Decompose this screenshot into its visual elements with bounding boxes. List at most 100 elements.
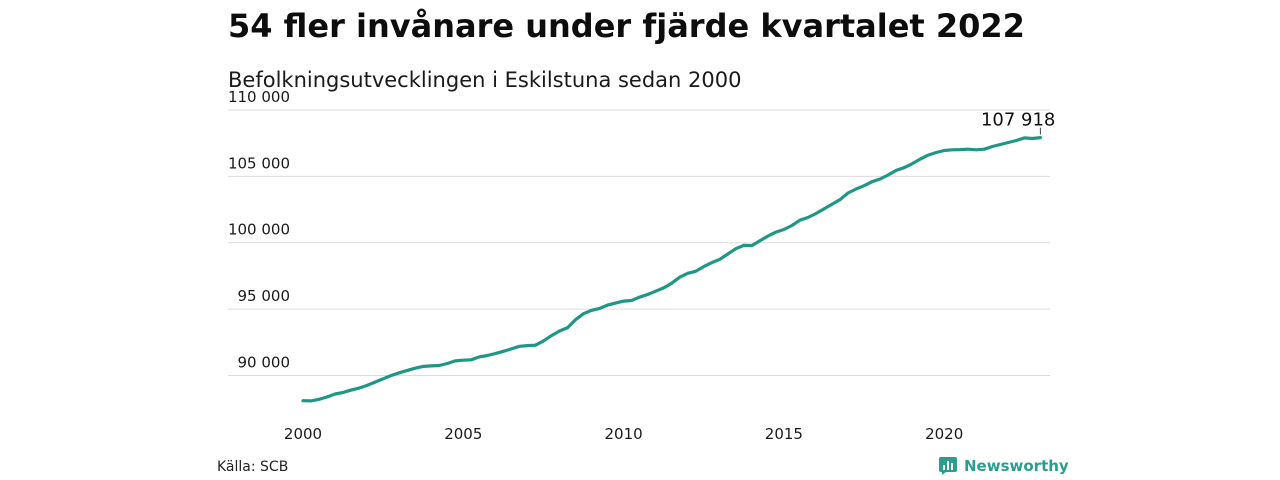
x-tick-label: 2000 xyxy=(284,425,322,443)
series-group xyxy=(301,136,1043,403)
y-tick-label: 90 000 xyxy=(238,353,291,371)
data-point xyxy=(670,282,673,285)
data-point xyxy=(766,234,770,238)
data-point xyxy=(694,270,697,273)
data-point xyxy=(486,354,489,357)
data-point xyxy=(910,162,914,165)
data-point xyxy=(414,367,417,370)
data-point xyxy=(959,148,962,151)
data-point xyxy=(790,224,794,227)
data-point xyxy=(382,377,385,380)
data-point xyxy=(422,365,425,368)
x-tick-label: 2020 xyxy=(925,425,963,443)
chart-subtitle: Befolkningsutvecklingen i Eskilstuna sed… xyxy=(228,68,742,92)
data-point xyxy=(566,326,569,329)
data-point xyxy=(373,380,377,384)
data-point xyxy=(774,230,778,234)
newsworthy-logo-icon xyxy=(939,457,957,475)
data-point xyxy=(622,299,625,303)
data-point xyxy=(951,148,954,151)
x-tick-label: 2005 xyxy=(444,425,482,443)
y-tick-label: 95 000 xyxy=(238,287,291,305)
data-point xyxy=(878,177,882,181)
data-point xyxy=(758,239,762,242)
data-point xyxy=(438,364,441,367)
data-point xyxy=(430,364,433,368)
data-point xyxy=(750,244,753,247)
data-point xyxy=(542,339,545,343)
data-point xyxy=(341,391,345,394)
end-value-label: 107 918 xyxy=(981,110,1055,131)
data-point xyxy=(534,344,537,347)
data-point xyxy=(398,371,401,374)
data-point xyxy=(782,228,786,231)
data-point xyxy=(470,358,473,361)
data-point xyxy=(742,244,745,247)
data-point xyxy=(1039,136,1042,139)
data-point xyxy=(822,207,826,211)
data-point xyxy=(1015,139,1018,142)
data-point xyxy=(1023,136,1026,140)
source-note: Källa: SCB xyxy=(217,459,289,475)
data-point xyxy=(886,173,890,177)
x-axis-ticks: 2000 2005 2010 2015 2020 xyxy=(284,425,963,443)
data-point xyxy=(894,169,898,172)
y-tick-label: 100 000 xyxy=(228,221,290,239)
y-tick-label: 110 000 xyxy=(228,88,290,106)
y-axis-ticks: 90 000 95 000 100 000 105 000 110 000 xyxy=(228,88,290,371)
data-point xyxy=(806,216,810,219)
data-point xyxy=(967,148,970,151)
data-point xyxy=(927,153,930,157)
series-line xyxy=(301,136,1043,403)
brand-name: Newsworthy xyxy=(964,457,1069,475)
data-point xyxy=(798,219,802,222)
data-point xyxy=(582,312,585,315)
newsworthy-logo: Newsworthy xyxy=(938,456,1069,476)
data-point xyxy=(446,362,449,365)
data-point xyxy=(726,252,729,256)
data-point xyxy=(606,303,609,307)
data-point xyxy=(662,286,665,290)
data-point xyxy=(870,180,874,183)
data-point xyxy=(494,352,497,355)
data-point xyxy=(406,369,409,372)
data-point xyxy=(646,293,649,296)
data-point xyxy=(301,399,305,402)
y-tick-label: 105 000 xyxy=(228,154,290,172)
data-point xyxy=(814,212,818,215)
data-point xyxy=(991,145,994,148)
data-point xyxy=(975,148,978,151)
data-point xyxy=(846,191,850,195)
data-point xyxy=(478,355,481,359)
data-point xyxy=(550,334,553,337)
data-point xyxy=(702,265,705,268)
data-point xyxy=(943,149,946,152)
gridlines xyxy=(228,109,1050,376)
data-point xyxy=(349,388,353,392)
data-point xyxy=(390,374,393,377)
data-point xyxy=(510,347,513,351)
x-tick-label: 2015 xyxy=(765,425,803,443)
data-point xyxy=(317,398,321,401)
data-point xyxy=(598,307,601,310)
data-point xyxy=(686,272,689,275)
data-point xyxy=(1031,137,1034,140)
data-point xyxy=(678,276,681,279)
data-point xyxy=(935,151,938,154)
data-point xyxy=(862,184,866,187)
x-tick-label: 2010 xyxy=(605,425,643,443)
data-point xyxy=(518,345,521,348)
data-point xyxy=(854,187,858,191)
data-point xyxy=(710,261,713,264)
data-point xyxy=(325,395,329,399)
data-point xyxy=(526,344,529,347)
data-point xyxy=(558,329,561,333)
data-point xyxy=(502,350,505,353)
data-point xyxy=(734,247,737,250)
data-point xyxy=(614,301,617,305)
chart-title: 54 fler invånare under fjärde kvartalet … xyxy=(228,7,1025,45)
data-point xyxy=(718,258,721,261)
data-point xyxy=(365,384,369,387)
data-point xyxy=(830,203,834,206)
